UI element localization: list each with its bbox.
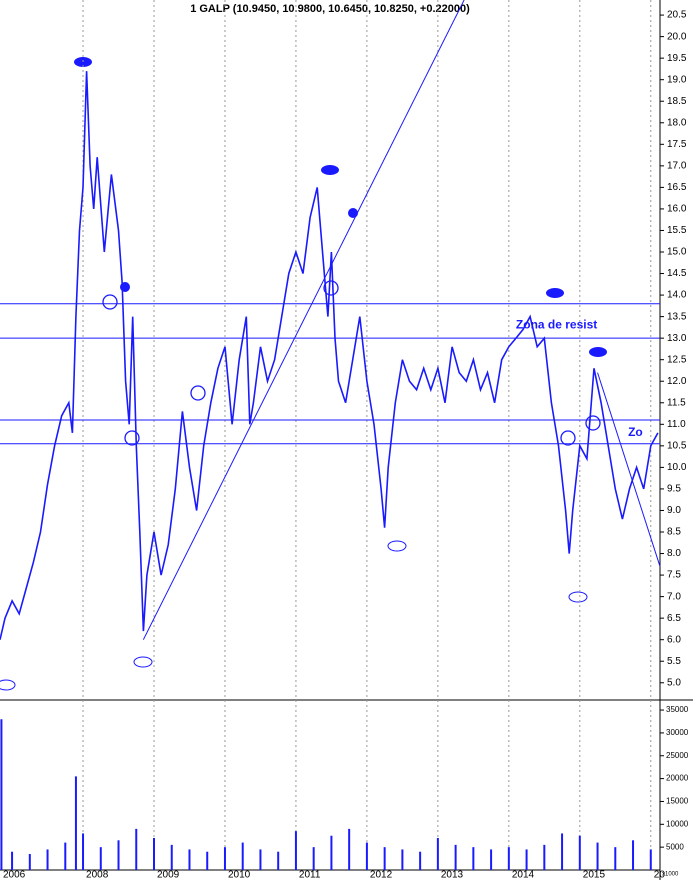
bull-icons — [0, 540, 588, 691]
y-tick-label: 17.5 — [667, 139, 687, 150]
y-tick-label: 17.0 — [667, 160, 687, 171]
y-tick-label: 14.5 — [667, 268, 687, 279]
y-tick-label: 8.0 — [667, 548, 681, 559]
y-tick-label: 5.5 — [667, 656, 681, 667]
y-tick-label: 6.5 — [667, 613, 681, 624]
x-tick-label: 2014 — [512, 870, 535, 880]
y-tick-label: 10.5 — [667, 440, 687, 451]
y-tick-label: 9.0 — [667, 505, 681, 516]
x-tick-label: 2011 — [299, 870, 321, 880]
x-tick-label: 2015 — [583, 870, 606, 880]
trend-line — [597, 372, 661, 567]
y-tick-label: 12.5 — [667, 354, 687, 365]
y-tick-label: 10.0 — [667, 462, 687, 473]
price-line — [0, 71, 659, 640]
x-start-label: 2006 — [3, 870, 26, 880]
y-tick-label: 6.0 — [667, 634, 681, 645]
y-tick-label: 19.0 — [667, 74, 687, 85]
y-tick-label: 5.0 — [667, 677, 681, 688]
x-tick-label: 2012 — [370, 870, 393, 880]
volume-unit: x1000 — [662, 872, 679, 878]
volume-tick-label: 10000 — [666, 819, 689, 828]
volume-tick-label: 35000 — [666, 705, 689, 714]
y-tick-label: 15.5 — [667, 225, 687, 236]
volume-tick-label: 25000 — [666, 751, 689, 760]
annotation: Zona de resist — [516, 317, 597, 331]
volume-tick-label: 30000 — [666, 728, 689, 737]
y-tick-label: 19.5 — [667, 53, 687, 64]
y-tick-label: 13.5 — [667, 311, 687, 322]
x-tick-label: 2008 — [86, 870, 109, 880]
annotation: Zo — [628, 425, 643, 439]
y-tick-label: 16.0 — [667, 204, 687, 215]
trend-line — [142, 0, 465, 640]
y-tick-label: 8.5 — [667, 527, 681, 538]
y-tick-label: 15.0 — [667, 247, 687, 258]
y-tick-label: 13.0 — [667, 333, 687, 344]
y-tick-label: 7.5 — [667, 570, 681, 581]
x-tick-label: 2013 — [441, 870, 464, 880]
x-tick-label: 20 — [654, 870, 666, 880]
y-tick-label: 18.5 — [667, 96, 687, 107]
volume-tick-label: 20000 — [666, 774, 689, 783]
y-tick-label: 18.0 — [667, 117, 687, 128]
y-tick-label: 14.0 — [667, 290, 687, 301]
x-tick-label: 2009 — [157, 870, 180, 880]
signal-icons — [102, 280, 601, 446]
y-tick-label: 7.0 — [667, 591, 681, 602]
y-tick-label: 11.5 — [667, 397, 686, 408]
y-tick-label: 16.5 — [667, 182, 687, 193]
volume-tick-label: 15000 — [666, 797, 689, 806]
x-tick-label: 2010 — [228, 870, 251, 880]
y-tick-label: 12.0 — [667, 376, 687, 387]
y-tick-label: 20.0 — [667, 31, 687, 42]
y-tick-label: 20.5 — [667, 10, 687, 21]
volume-tick-label: 5000 — [666, 842, 684, 851]
y-tick-label: 9.5 — [667, 484, 681, 495]
chart-title: 1 GALP (10.9450, 10.9800, 10.6450, 10.82… — [190, 3, 470, 15]
y-tick-label: 11.0 — [667, 419, 686, 430]
